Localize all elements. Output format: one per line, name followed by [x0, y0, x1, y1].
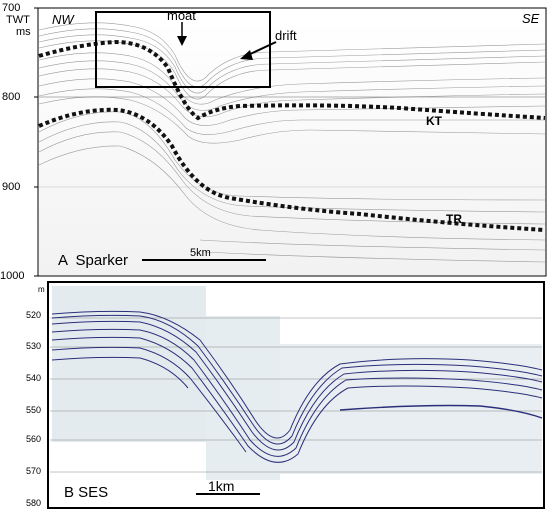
y-axis-title-ms: ms — [16, 26, 31, 38]
panel-b-label: B SES — [64, 484, 109, 501]
direction-nw: NW — [52, 12, 74, 27]
y-tick-520: 520 — [26, 310, 42, 320]
ses-data-block-mid — [206, 316, 280, 480]
drift-arrow-head — [240, 50, 253, 60]
horizon-tr-label: TR — [446, 212, 462, 226]
y-tick-580: 580 — [26, 498, 42, 508]
ses-data-block-left — [52, 286, 206, 442]
y-tick-800: 800 — [2, 91, 21, 103]
direction-se: SE — [522, 11, 540, 26]
ses-reflectors — [51, 310, 543, 463]
annotation-drift: drift — [275, 28, 297, 43]
horizon-kt-line — [38, 39, 546, 121]
panel-a-background — [39, 20, 545, 275]
annotation-moat: moat — [167, 8, 196, 23]
panel-a-reflectors — [38, 22, 546, 263]
y-axis-title-twt: TWT — [6, 14, 30, 26]
y-tick-700: 700 — [2, 2, 21, 14]
panel-b-unit: m — [38, 285, 45, 294]
inset-box — [95, 11, 271, 88]
y-tick-560: 560 — [26, 434, 42, 444]
y-tick-540: 540 — [26, 373, 42, 383]
horizon-kt-label: KT — [426, 114, 442, 128]
panel-b-ses — [47, 281, 545, 509]
y-tick-550: 550 — [26, 405, 42, 415]
panel-a-label: A Sparker — [58, 252, 129, 269]
y-tick-1000: 1000 — [0, 270, 25, 282]
moat-arrow-head — [177, 36, 187, 46]
y-tick-900: 900 — [2, 181, 21, 193]
panel-a-scale-label: 5km — [190, 247, 211, 259]
horizon-tr-line — [38, 107, 546, 232]
y-tick-530: 530 — [26, 341, 42, 351]
panel-a-sparker — [34, 7, 547, 277]
panel-b-scale-label: 1km — [208, 478, 235, 494]
y-tick-570: 570 — [26, 466, 42, 476]
